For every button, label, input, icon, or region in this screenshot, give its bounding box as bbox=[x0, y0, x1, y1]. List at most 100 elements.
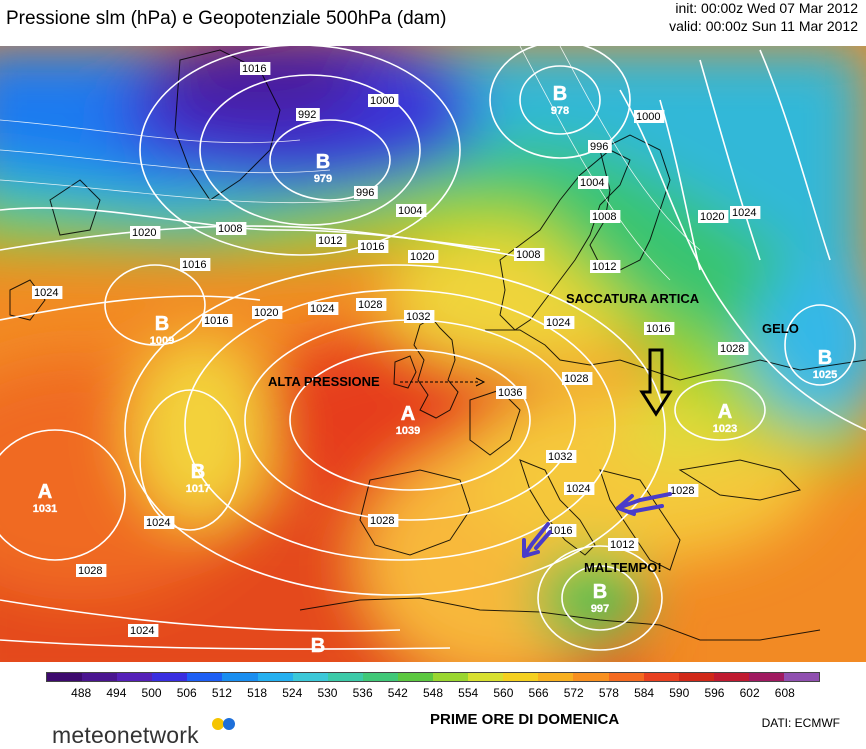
isobar-label-bg bbox=[730, 206, 761, 219]
colorbar-segment bbox=[187, 673, 223, 681]
colorbar-segment bbox=[608, 673, 644, 681]
isobar-label: 1028 bbox=[78, 565, 102, 577]
pressure-center-value: 1023 bbox=[713, 423, 737, 435]
colorbar-segment bbox=[503, 673, 539, 681]
isobar-label: 1004 bbox=[580, 177, 604, 189]
isobar-label-bg bbox=[240, 62, 271, 75]
colorbar-ticks: 488 494 500 506 512 518 524 530 536 542 548 554 560 5… bbox=[46, 686, 820, 702]
isobar-label: 1000 bbox=[370, 95, 394, 107]
colorbar-segment bbox=[573, 673, 609, 681]
annotation-saccatura: SACCATURA ARTICA bbox=[566, 291, 700, 306]
isobar-label: 1024 bbox=[732, 207, 756, 219]
isobar-label: 1028 bbox=[358, 299, 382, 311]
colorbar-tick-label: 524 bbox=[282, 686, 303, 700]
isobar-label: 1028 bbox=[370, 515, 394, 527]
annotation-arrow-head bbox=[475, 377, 486, 387]
annotation-gelo: GELO bbox=[762, 321, 799, 336]
wind-arrow-icon bbox=[616, 492, 672, 516]
isobar-label: 1012 bbox=[610, 539, 634, 551]
colorbar-tick-label: 512 bbox=[211, 686, 232, 700]
colorbar-tick-label: 596 bbox=[704, 686, 725, 700]
data-source: DATI: ECMWF bbox=[761, 716, 840, 730]
colorbar-segment bbox=[257, 673, 293, 681]
colorbar-tick-label: 608 bbox=[774, 686, 795, 700]
colorbar-segment bbox=[222, 673, 258, 681]
isobar-label-bg bbox=[128, 624, 159, 637]
init-time: init: 00:00z Wed 07 Mar 2012 bbox=[675, 0, 858, 16]
pressure-center-letter: B bbox=[553, 83, 567, 105]
isobar-label-bg bbox=[144, 516, 175, 529]
isobar-label: 1016 bbox=[204, 315, 228, 327]
isobar-label-bg bbox=[590, 260, 621, 273]
pressure-center-value: 1017 bbox=[186, 483, 210, 495]
colorbar-tick-label: 542 bbox=[387, 686, 408, 700]
isobar-label-bg bbox=[368, 514, 399, 527]
colorbar-segment bbox=[327, 673, 363, 681]
colorbar-tick-label: 500 bbox=[141, 686, 162, 700]
colorbar-segment bbox=[397, 673, 434, 681]
colorbar-segment bbox=[538, 673, 574, 681]
isobar-label: 1000 bbox=[636, 111, 660, 123]
isobar-label-bg bbox=[544, 316, 575, 329]
isobar-label: 1008 bbox=[516, 249, 540, 261]
pressure-center-value: 997 bbox=[591, 603, 609, 615]
isobar-label-bg bbox=[180, 258, 211, 271]
colorbar-segment bbox=[117, 673, 153, 681]
colorbar-segment bbox=[748, 673, 784, 681]
isobar-label-bg bbox=[252, 306, 283, 319]
isobar-label-bg bbox=[564, 482, 595, 495]
isobar-label: 1028 bbox=[720, 343, 744, 355]
colorbar-segment bbox=[47, 673, 83, 681]
isobar-label: 1016 bbox=[242, 63, 266, 75]
valid-time: valid: 00:00z Sun 11 Mar 2012 bbox=[669, 18, 858, 34]
isobar-label: 1020 bbox=[132, 227, 156, 239]
caption: PRIME ORE DI DOMENICA bbox=[430, 711, 620, 728]
isobar-label: 1020 bbox=[700, 211, 724, 223]
isobar-label: 1032 bbox=[406, 311, 430, 323]
isobar-label: 1008 bbox=[218, 223, 242, 235]
colorbar-tick-label: 548 bbox=[422, 686, 444, 700]
colorbar-tick-label: 518 bbox=[247, 686, 268, 700]
isobar-label-bg bbox=[718, 342, 749, 355]
colorbar-tick-label: 566 bbox=[528, 686, 549, 700]
isobar-label-bg bbox=[356, 298, 387, 311]
colorbar bbox=[46, 672, 820, 682]
isobar-label: 1012 bbox=[592, 261, 616, 273]
colorbar-tick-label: 578 bbox=[598, 686, 619, 700]
isobar-label: 1016 bbox=[182, 259, 206, 271]
wind-arrow-icon bbox=[522, 522, 552, 558]
colorbar-tick-label: 530 bbox=[317, 686, 338, 700]
colorbar-tick-label: 590 bbox=[669, 686, 690, 700]
pressure-center-letter: B bbox=[191, 461, 205, 483]
pressure-center-value: 1031 bbox=[33, 503, 57, 515]
isobar-label: 1024 bbox=[34, 287, 58, 299]
isobar-label: 1036 bbox=[498, 387, 522, 399]
colorbar-tick-label: 560 bbox=[493, 686, 514, 700]
colorbar-tick-label: 554 bbox=[458, 686, 479, 700]
logo-dot-yellow bbox=[212, 718, 224, 730]
isobar-label: 992 bbox=[298, 109, 316, 121]
isobar-label: 1004 bbox=[398, 205, 422, 217]
isobar-label-bg bbox=[32, 286, 63, 299]
pressure-center-value: 1039 bbox=[396, 425, 420, 437]
weather-map: B978B979B1009B1017A1031A1039A1023B1025B9… bbox=[0, 46, 866, 662]
isobar-label-bg bbox=[358, 240, 389, 253]
isobar-label: 1008 bbox=[592, 211, 616, 223]
isobar-label-bg bbox=[404, 310, 435, 323]
isobar-label-bg bbox=[296, 108, 320, 121]
colorbar-tick-label: 506 bbox=[176, 686, 197, 700]
isobar-label-bg bbox=[608, 538, 639, 551]
colorbar-tick-label: 488 bbox=[71, 686, 92, 700]
colorbar-tick-label: 584 bbox=[634, 686, 655, 700]
isobar-label-bg bbox=[316, 234, 347, 247]
pressure-center-letter: B bbox=[311, 635, 325, 657]
isobar-label: 1016 bbox=[360, 241, 384, 253]
isobar-label-bg bbox=[216, 222, 247, 235]
isobar-label-bg bbox=[634, 110, 665, 123]
pressure-center-letter: B bbox=[316, 151, 330, 173]
isobar-label: 1024 bbox=[130, 625, 154, 637]
isobar-label-bg bbox=[408, 250, 439, 263]
isobar-label: 1032 bbox=[548, 451, 572, 463]
isobar-label-bg bbox=[130, 226, 161, 239]
colorbar-tick-label: 494 bbox=[106, 686, 127, 700]
